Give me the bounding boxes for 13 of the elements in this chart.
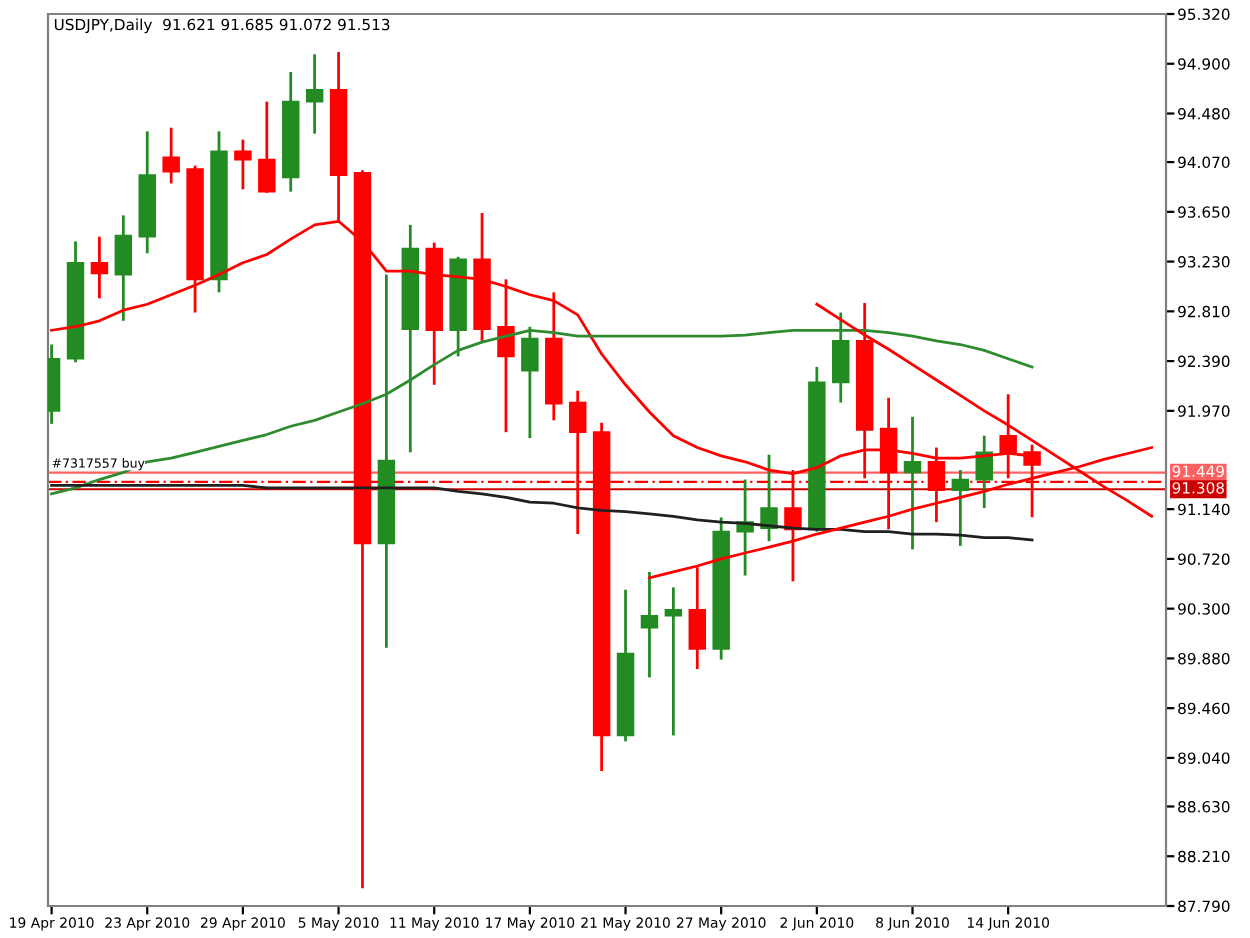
candlestick — [640, 570, 659, 679]
line-series — [50, 484, 1034, 542]
candlestick — [760, 453, 778, 543]
candlestick — [664, 585, 683, 737]
candlestick — [951, 468, 970, 548]
candlestick — [162, 126, 180, 185]
candlestick — [258, 100, 276, 195]
candlestick — [234, 138, 252, 191]
candlestick — [114, 213, 133, 323]
candlestick — [305, 52, 324, 136]
candlestick — [903, 415, 922, 551]
candlestick — [497, 277, 515, 434]
candlestick — [90, 235, 109, 300]
